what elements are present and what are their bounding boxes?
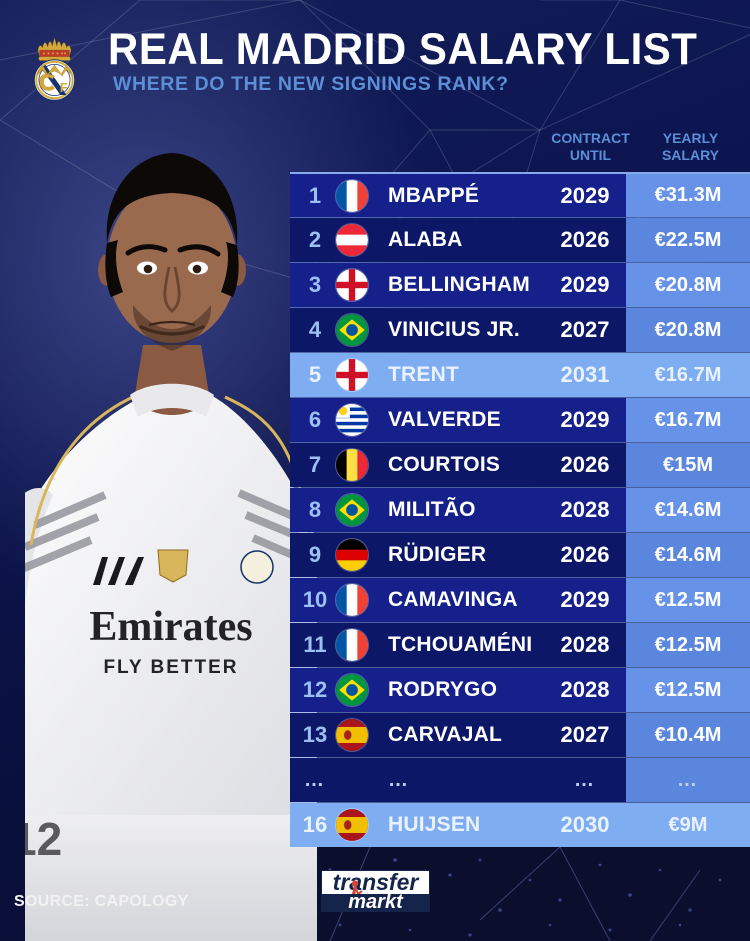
svg-text:Emirates: Emirates <box>89 604 252 650</box>
svg-text:12: 12 <box>25 813 62 865</box>
svg-text:FLY BETTER: FLY BETTER <box>103 657 238 678</box>
svg-text:F: F <box>60 80 68 95</box>
